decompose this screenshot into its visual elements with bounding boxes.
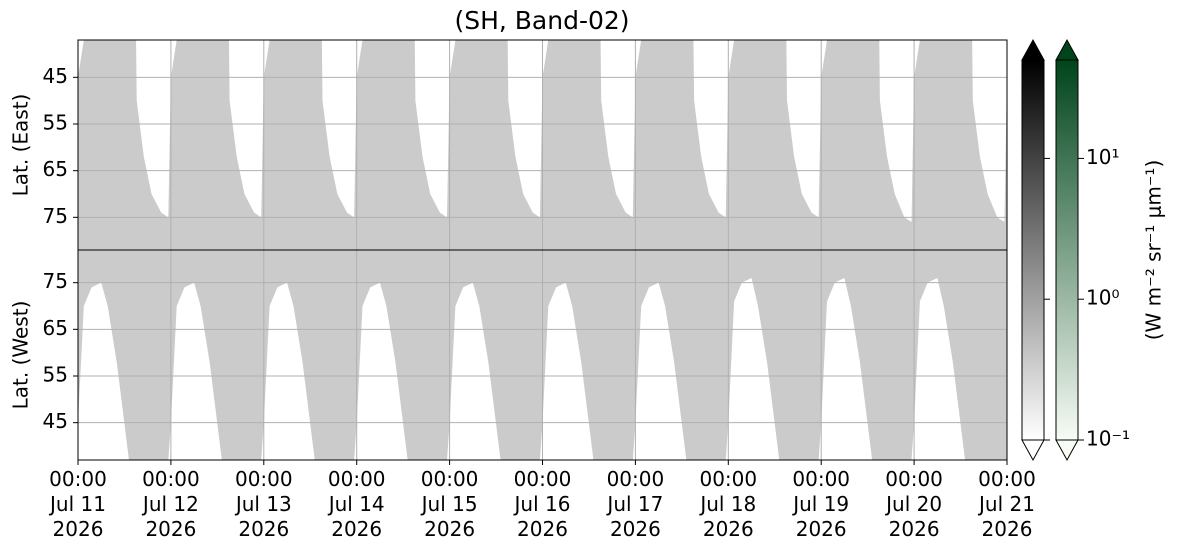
x-tick-label: 00:00 Jul 18 2026	[698, 467, 757, 541]
colorbar-extend-max	[1021, 38, 1045, 61]
y-axis-label: Lat. (West)	[9, 301, 33, 410]
x-tick-label: 00:00 Jul 15 2026	[420, 467, 479, 541]
y-tick-label: 65	[43, 157, 68, 181]
colorbar-extend-max	[1055, 38, 1079, 61]
colorbar-tick-label: 10⁻¹	[1086, 427, 1130, 451]
colorbar	[1022, 60, 1044, 440]
chart-title: (SH, Band-02)	[454, 6, 629, 35]
colorbar-tick-label: 10⁰	[1086, 286, 1119, 310]
y-tick-label: 75	[43, 204, 68, 228]
colorbar	[1056, 60, 1078, 440]
x-tick-label: 00:00 Jul 21 2026	[977, 467, 1036, 541]
colorbar-frame	[1021, 59, 1045, 441]
y-tick-label: 45	[43, 64, 68, 88]
y-axis-label: Lat. (East)	[9, 94, 33, 197]
y-tick-label: 65	[43, 316, 68, 340]
x-tick-label: 00:00 Jul 20 2026	[884, 467, 943, 541]
x-tick-label: 00:00 Jul 13 2026	[234, 467, 293, 541]
x-tick-label: 00:00 Jul 16 2026	[513, 467, 572, 541]
colorbar-label: (W m⁻² sr⁻¹ μm⁻¹)	[1142, 160, 1166, 341]
y-tick-label: 45	[43, 409, 68, 433]
x-tick-label: 00:00 Jul 17 2026	[605, 467, 664, 541]
x-tick-label: 00:00 Jul 11 2026	[48, 467, 107, 541]
colorbar-tick-label: 10¹	[1086, 145, 1119, 169]
x-tick-label: 00:00 Jul 14 2026	[327, 467, 386, 541]
colorbar-extend-min	[1055, 439, 1079, 462]
x-tick-label: 00:00 Jul 12 2026	[141, 467, 200, 541]
colorbar-extend-min	[1021, 439, 1045, 462]
x-tick-label: 00:00 Jul 19 2026	[791, 467, 850, 541]
y-tick-label: 55	[43, 363, 68, 387]
colorbar-frame	[1055, 59, 1079, 441]
y-tick-label: 75	[43, 269, 68, 293]
y-tick-label: 55	[43, 111, 68, 135]
